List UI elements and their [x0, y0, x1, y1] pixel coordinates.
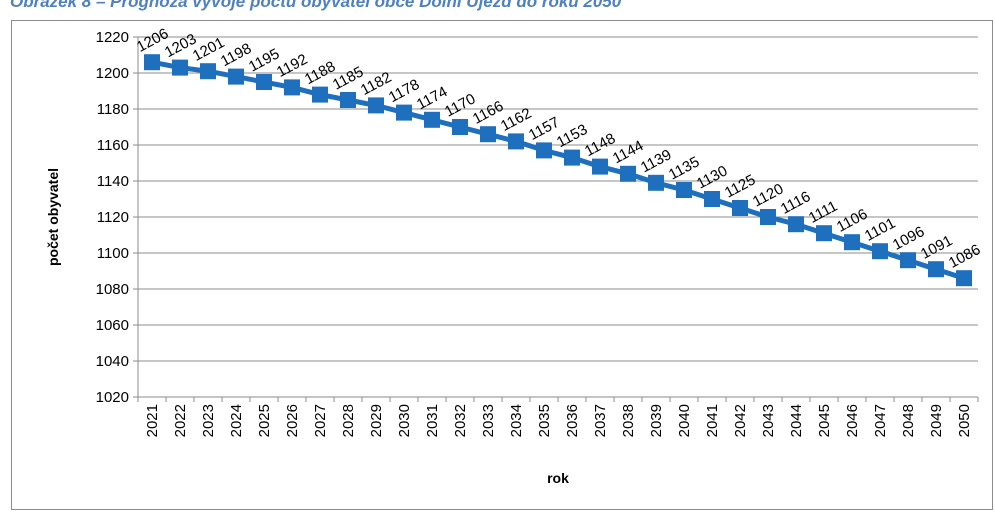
data-point-marker [564, 149, 580, 166]
data-point-marker [592, 158, 608, 175]
data-point-marker [508, 133, 524, 150]
axes [133, 36, 979, 402]
x-tick-label: 2033 [480, 404, 497, 437]
data-point-marker [536, 142, 552, 159]
data-point-marker [788, 216, 804, 233]
x-tick-label: 2025 [256, 404, 273, 437]
data-point-marker [312, 86, 328, 103]
y-tick-label: 1220 [96, 29, 129, 46]
x-tick-label: 2042 [732, 404, 749, 437]
x-tick-label: 2048 [900, 404, 917, 437]
x-tick-label: 2029 [368, 404, 385, 437]
x-tick-label: 2027 [312, 404, 329, 437]
y-tick-label: 1160 [97, 137, 129, 154]
y-tick-label: 1040 [96, 353, 129, 370]
data-point-marker [172, 59, 188, 76]
data-point-marker [844, 234, 860, 251]
data-point-marker [648, 174, 664, 191]
x-tick-label: 2024 [228, 404, 245, 437]
data-point-marker [396, 104, 412, 121]
x-tick-label: 2031 [424, 404, 441, 437]
series-line-path [151, 59, 965, 281]
x-tick-label: 2044 [788, 404, 805, 437]
y-tick-label: 1140 [97, 173, 129, 190]
x-tick-label: 2041 [704, 404, 721, 437]
y-axis-title: počet obyvatel [45, 168, 61, 266]
x-tick-label: 2040 [676, 404, 693, 437]
x-tick-label: 2026 [284, 404, 301, 437]
x-tick-label: 2046 [844, 404, 861, 437]
data-point-marker [480, 126, 496, 143]
x-tick-label: 2039 [648, 404, 665, 437]
y-tick-labels: 1020 1040 1060 1080 1100 1120 1140 1160 1180 1200… [96, 29, 129, 406]
data-point-marker [956, 270, 972, 287]
data-point-marker [872, 243, 888, 260]
y-tick-label: 1020 [96, 389, 129, 406]
x-tick-label: 2043 [760, 404, 777, 437]
x-tick-labels: 2021 2022 2023 2024 2025 2026 2027 2028 2029 2030… [144, 404, 973, 437]
y-tick-label: 1120 [97, 209, 129, 226]
x-tick-label: 2049 [928, 404, 945, 437]
x-tick-label: 2034 [508, 404, 525, 437]
data-point-marker [732, 200, 748, 216]
y-tick-label: 1080 [96, 281, 129, 298]
x-tick-label: 2045 [816, 404, 833, 437]
data-point-marker [424, 111, 440, 128]
x-tick-label: 2037 [592, 404, 609, 437]
y-tick-label: 1060 [96, 317, 129, 334]
series-line [151, 59, 965, 281]
data-point-marker [760, 209, 776, 225]
data-point-marker [676, 182, 692, 198]
data-point-marker [200, 63, 216, 80]
gridlines [138, 36, 978, 362]
data-point-marker [452, 119, 468, 135]
x-tick-label: 2023 [200, 404, 217, 437]
x-tick-label: 2036 [564, 404, 581, 437]
data-point-marker [228, 68, 244, 85]
data-point-marker [620, 165, 636, 182]
x-tick-label: 2038 [620, 404, 637, 437]
x-tick-label: 2047 [872, 404, 889, 437]
x-tick-label: 2032 [452, 404, 469, 437]
data-point-marker [284, 79, 300, 96]
y-tick-label: 1180 [97, 101, 129, 118]
data-point-marker [256, 74, 272, 90]
figure-caption: Obrázek 8 – Prognóza vývoje počtu obyvat… [10, 0, 622, 11]
data-point-marker [368, 97, 384, 114]
data-point-marker [340, 92, 356, 108]
x-tick-label: 2035 [536, 404, 553, 437]
x-tick-label: 2050 [956, 404, 973, 437]
data-point-marker [816, 225, 832, 242]
x-tick-label: 2030 [396, 404, 413, 437]
x-axis-title: rok [547, 470, 569, 486]
chart-frame [11, 20, 993, 510]
data-point-marker [704, 191, 720, 207]
x-tick-label: 2022 [172, 404, 189, 437]
data-point-marker [144, 54, 160, 71]
data-point-marker [900, 252, 916, 269]
data-point-marker [928, 261, 944, 278]
x-tick-label: 2028 [340, 404, 357, 437]
y-tick-label: 1200 [96, 65, 129, 82]
x-tick-label: 2021 [144, 404, 161, 437]
y-tick-label: 1100 [97, 245, 129, 262]
series-markers [144, 54, 972, 287]
